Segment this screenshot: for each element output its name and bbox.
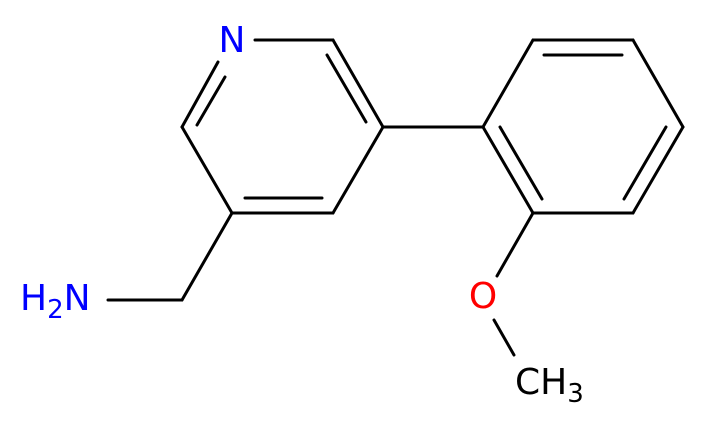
atom-label: H2N [20, 278, 91, 325]
atom-label-part: N [64, 278, 91, 319]
atom-label: O [469, 276, 497, 317]
atom-label: CH3 [515, 362, 584, 409]
bonds [106, 38, 685, 357]
atom-label-part: H [20, 278, 47, 319]
atom-label-subscript: 2 [47, 295, 64, 325]
atom-label-part: CH [515, 362, 567, 403]
atom-label-subscript: 3 [567, 379, 584, 409]
atom-label: N [219, 20, 246, 61]
